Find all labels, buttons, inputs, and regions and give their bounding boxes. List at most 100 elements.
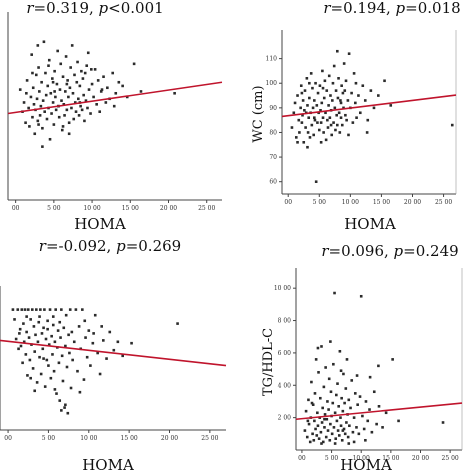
data-point (325, 417, 329, 421)
data-point (47, 64, 50, 67)
data-point (84, 336, 87, 339)
data-point (75, 80, 79, 84)
data-point (312, 133, 315, 137)
data-point (336, 49, 339, 53)
data-point (340, 84, 343, 87)
data-point (340, 123, 344, 127)
data-point (102, 75, 105, 79)
data-point (41, 99, 45, 102)
data-point (307, 116, 311, 119)
data-point (92, 95, 95, 99)
data-point (356, 403, 359, 406)
data-point (372, 106, 376, 110)
data-point (296, 94, 299, 97)
data-point (63, 406, 66, 409)
data-point (303, 89, 307, 92)
data-point (39, 104, 43, 108)
data-point (310, 380, 313, 384)
data-point (314, 358, 318, 361)
data-point (326, 429, 330, 432)
data-point (304, 126, 307, 129)
data-point (33, 132, 37, 136)
data-point (31, 115, 34, 119)
data-point (327, 74, 331, 78)
data-point (329, 422, 332, 426)
data-point (19, 344, 23, 348)
data-point (332, 121, 335, 124)
data-point (29, 318, 32, 321)
data-point (321, 440, 325, 444)
data-point (50, 112, 53, 115)
data-point (46, 327, 49, 331)
data-point (27, 106, 30, 110)
data-point (341, 409, 345, 413)
data-point (329, 390, 333, 394)
data-point (339, 99, 342, 102)
data-point (38, 315, 41, 318)
data-point (347, 52, 351, 55)
data-point (63, 114, 66, 117)
data-point (90, 82, 94, 86)
data-point (345, 358, 349, 361)
panel-2-x-axis-label: HOMA (344, 215, 396, 233)
data-point (37, 320, 41, 324)
data-point (98, 110, 102, 113)
data-point (48, 137, 52, 141)
data-point (72, 117, 76, 121)
data-point (27, 336, 31, 339)
data-point (42, 40, 46, 44)
data-point (326, 400, 329, 403)
data-point (176, 322, 179, 325)
data-point (35, 308, 38, 311)
panel-4-x-axis-label: HOMA (340, 456, 392, 474)
data-point (64, 90, 67, 93)
data-point (311, 432, 314, 436)
data-point (59, 336, 62, 339)
data-point (51, 353, 54, 356)
data-point (36, 340, 40, 344)
data-point (87, 88, 91, 91)
panel-1-x-tick-label: 15 00 (122, 205, 139, 212)
data-point (39, 372, 43, 376)
data-point (43, 385, 47, 388)
data-point (339, 369, 343, 373)
data-point (93, 313, 97, 317)
data-point (338, 131, 342, 134)
panel-3-x-tick-label: 5 00 (42, 435, 56, 442)
data-point (319, 396, 322, 400)
data-point (80, 108, 84, 112)
data-point (333, 442, 337, 445)
data-point (323, 417, 326, 421)
data-point (39, 308, 42, 311)
data-point (341, 91, 345, 95)
data-point (293, 101, 297, 105)
data-point (79, 104, 82, 108)
data-point (307, 398, 310, 402)
data-point (351, 430, 355, 434)
panel-2-x-tick-label: 25 00 (435, 199, 452, 206)
data-point (33, 389, 37, 393)
data-point (48, 308, 52, 311)
data-point (61, 379, 65, 383)
data-point (60, 99, 63, 102)
panel-3-x-tick-label: 15 00 (121, 435, 138, 442)
data-point (25, 315, 28, 318)
data-point (337, 77, 340, 80)
data-point (348, 424, 351, 428)
data-point (301, 99, 305, 102)
data-point (18, 332, 21, 335)
data-point (321, 116, 325, 119)
data-point (397, 419, 400, 423)
data-point (309, 72, 313, 75)
data-point (316, 424, 320, 428)
data-point (313, 99, 316, 102)
data-point (332, 426, 336, 429)
data-point (25, 330, 28, 334)
data-point (78, 84, 82, 88)
data-point (36, 119, 40, 123)
data-point (26, 374, 29, 377)
data-point (16, 308, 20, 311)
data-point (28, 358, 32, 362)
data-point (53, 69, 56, 73)
data-point (368, 375, 372, 379)
